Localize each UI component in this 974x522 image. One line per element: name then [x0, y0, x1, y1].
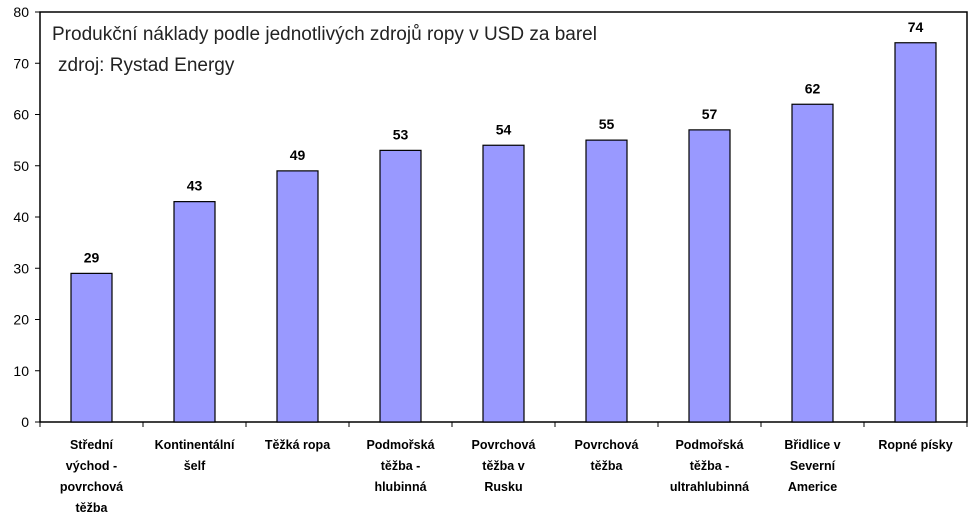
x-tick-label: Povrchová těžba [575, 438, 639, 473]
plot-area: 0 10 20 30 40 50 60 70 80 29 Střední východ -povrch… [13, 4, 968, 515]
x-tick-label: Podmořská těžba -hlubinná [366, 438, 434, 494]
data-label: 57 [702, 106, 718, 122]
x-tick-label: Ropné písky [878, 438, 952, 452]
x-tick-label: Podmořská těžba -ultrahlubinná [670, 438, 749, 494]
y-tick-label: 0 [21, 414, 29, 430]
data-label: 62 [805, 80, 821, 96]
y-tick-label: 10 [13, 363, 29, 379]
bar [688, 129, 731, 423]
data-label: 55 [599, 116, 615, 132]
bar [276, 170, 319, 423]
data-label: 54 [496, 121, 512, 137]
x-tick-label: Těžká ropa [265, 438, 331, 452]
x-tick-label: Kontinentální šelf [155, 438, 235, 473]
data-label: 49 [290, 147, 306, 163]
y-tick-label: 70 [13, 55, 29, 71]
y-tick-label: 30 [13, 260, 29, 276]
data-label: 43 [187, 178, 203, 194]
x-tick-label: Břidlice v Severní Americe [784, 438, 840, 494]
bar [482, 144, 525, 423]
bar [70, 272, 113, 423]
bar [585, 139, 628, 423]
chart-subtitle: zdroj: Rystad Energy [58, 55, 235, 76]
y-tick-label: 50 [13, 158, 29, 174]
y-tick-label: 80 [13, 4, 29, 20]
data-label: 53 [393, 126, 409, 142]
data-label: 74 [908, 19, 924, 35]
bar [894, 42, 937, 423]
y-tick-label: 40 [13, 209, 29, 225]
x-tick-label: Povrchová těžba v Rusku [472, 438, 536, 494]
x-tick-label: Střední východ -povrchová těžba [60, 438, 123, 515]
bar [791, 103, 834, 423]
chart-title: Produkční náklady podle jednotlivých zdr… [52, 24, 597, 45]
bar [379, 149, 422, 423]
bar [173, 201, 216, 423]
data-label: 29 [84, 249, 100, 265]
y-tick-label: 20 [13, 312, 29, 328]
y-tick-label: 60 [13, 107, 29, 123]
